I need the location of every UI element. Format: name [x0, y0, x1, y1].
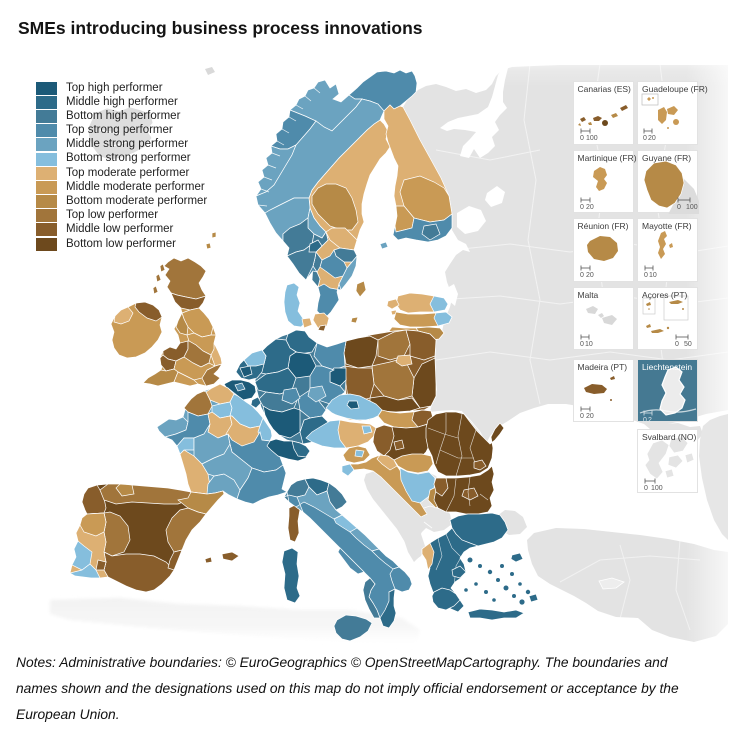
svg-text:0: 0 [643, 417, 647, 424]
svg-text:0: 0 [580, 135, 584, 142]
svg-text:0: 0 [677, 204, 681, 211]
svg-text:10: 10 [649, 272, 657, 279]
svg-text:20: 20 [586, 413, 594, 420]
svg-text:50: 50 [684, 341, 692, 348]
svg-text:10: 10 [585, 341, 593, 348]
svg-text:0: 0 [644, 272, 648, 279]
svg-text:20: 20 [648, 135, 656, 142]
svg-text:20: 20 [586, 204, 594, 211]
svg-text:20: 20 [586, 272, 594, 279]
svg-text:100: 100 [586, 135, 598, 142]
svg-text:0: 0 [580, 341, 584, 348]
svg-text:100: 100 [686, 204, 698, 211]
svg-text:0: 0 [675, 341, 679, 348]
svg-text:0: 0 [580, 413, 584, 420]
svg-text:0: 0 [644, 485, 648, 492]
svg-text:0: 0 [580, 204, 584, 211]
svg-text:0: 0 [580, 272, 584, 279]
svg-text:100: 100 [651, 485, 663, 492]
svg-text:0: 0 [643, 135, 647, 142]
svg-text:2: 2 [648, 417, 652, 424]
